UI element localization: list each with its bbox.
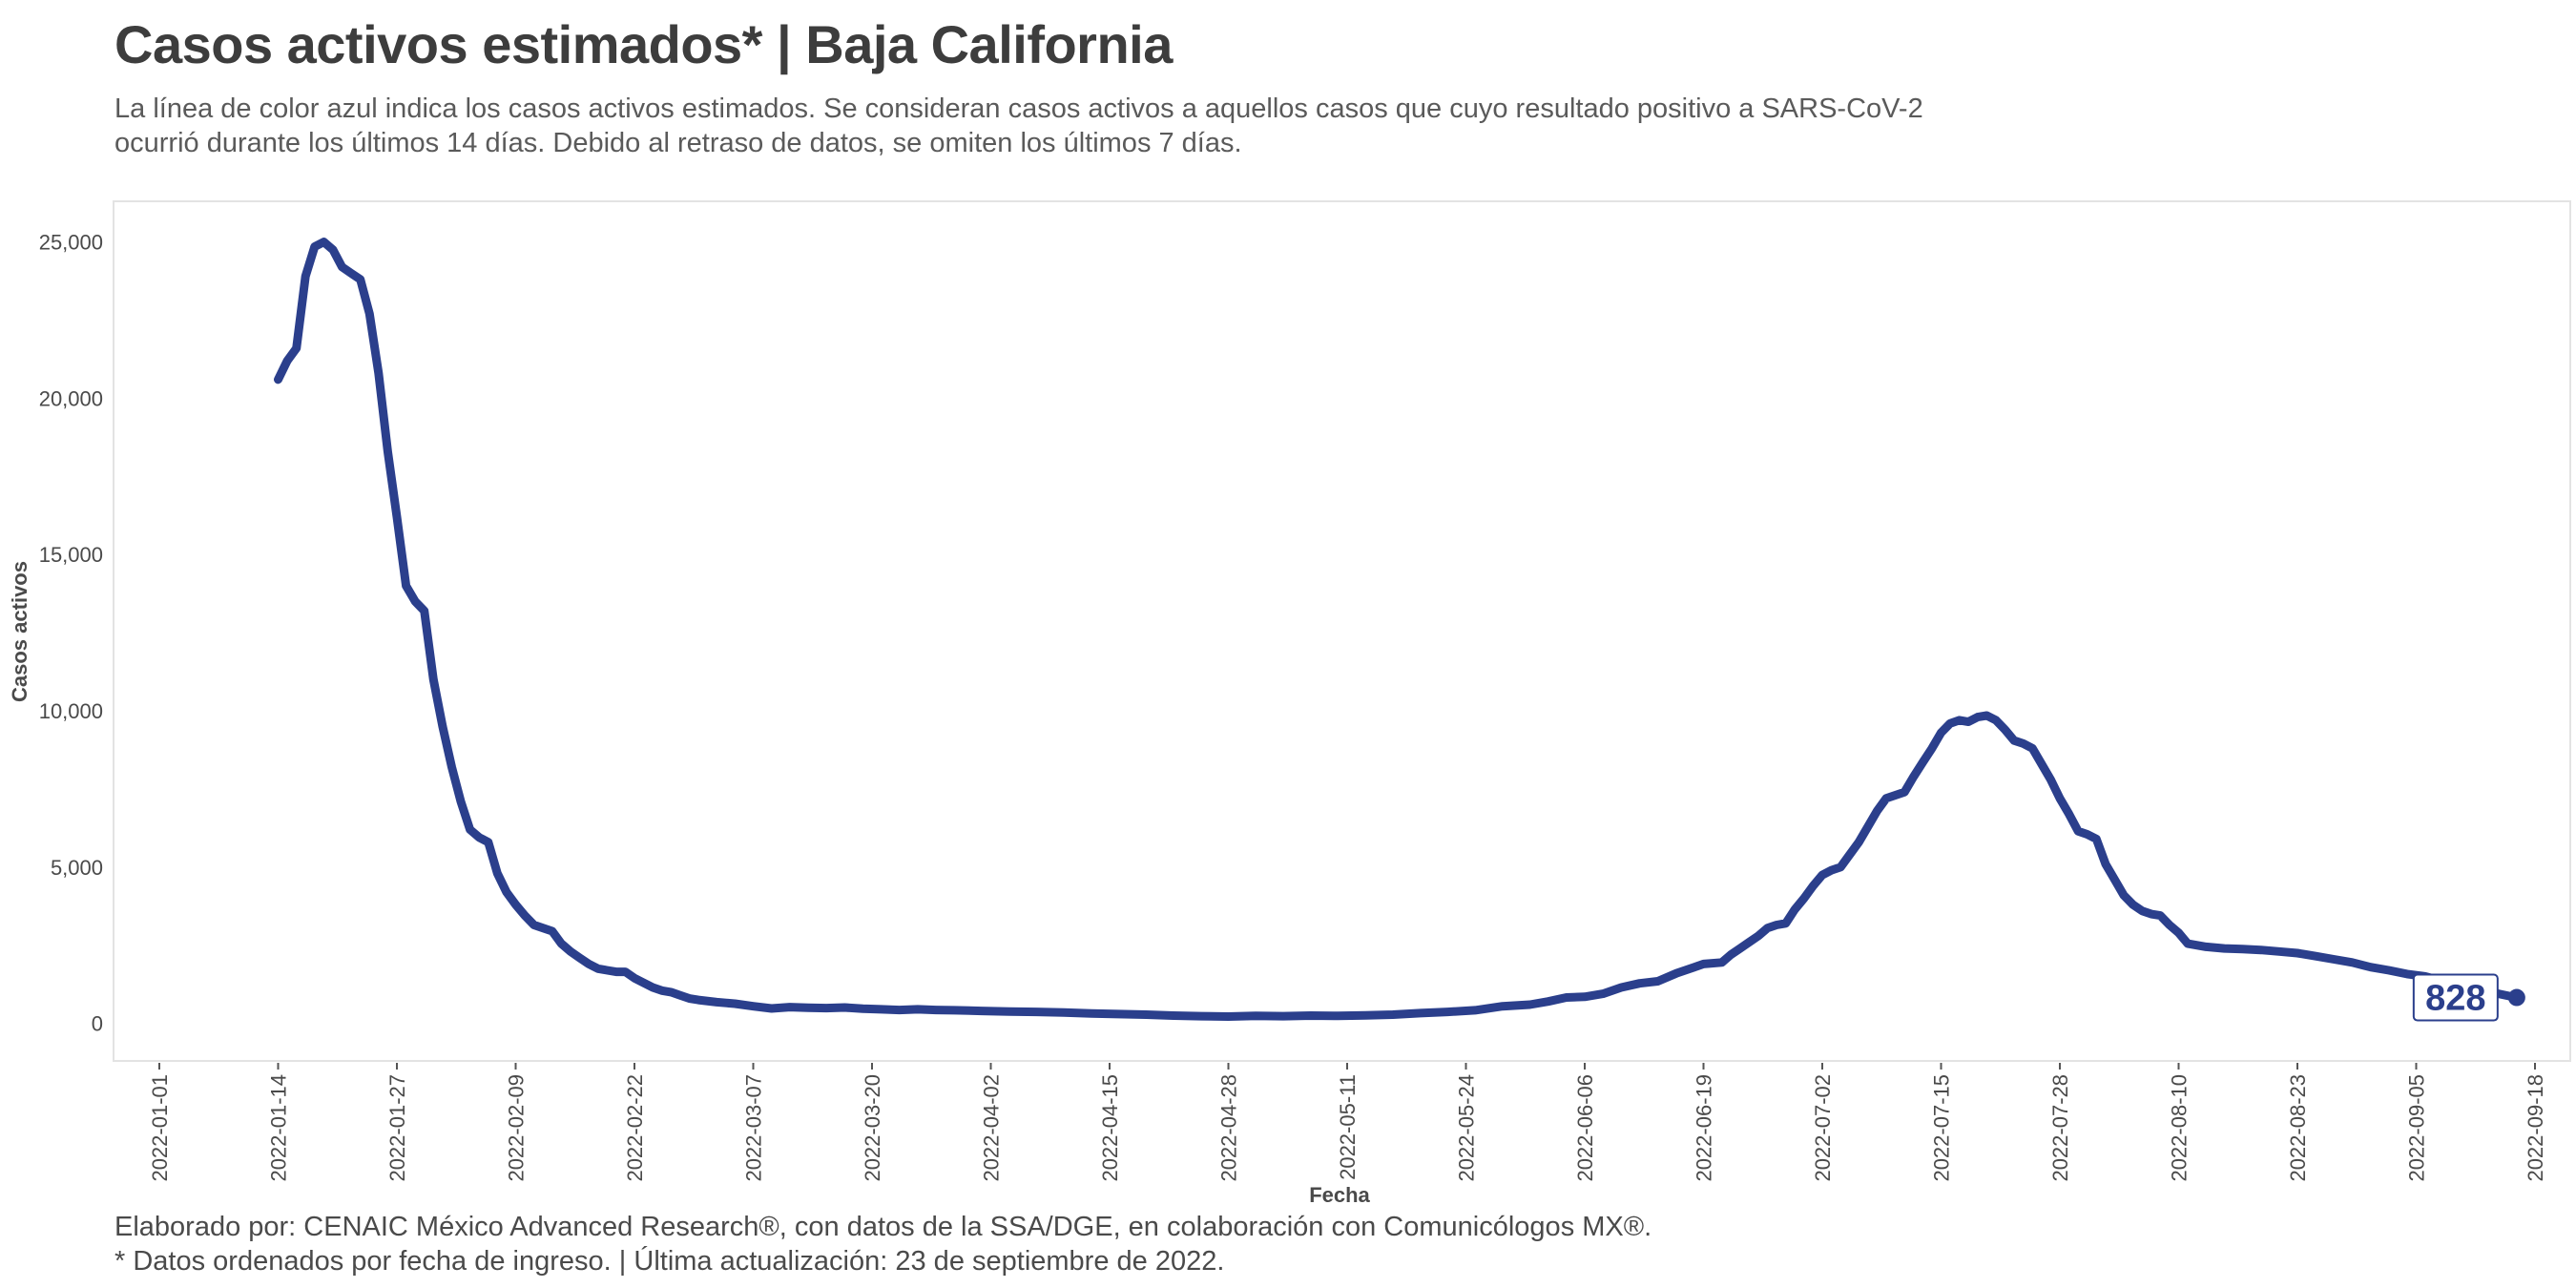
x-tick-label: 2022-01-27 bbox=[385, 1074, 409, 1182]
x-tick-label: 2022-01-01 bbox=[148, 1074, 172, 1182]
chart-title: Casos activos estimados* | Baja Californ… bbox=[114, 14, 1173, 74]
last-data-point bbox=[2507, 988, 2525, 1007]
y-axis: 0 5,000 10,000 15,000 20,000 25,000 bbox=[39, 231, 103, 1036]
series-line-active-cases bbox=[274, 238, 2522, 1021]
y-tick-label: 10,000 bbox=[39, 699, 103, 723]
footer-note: * Datos ordenados por fecha de ingreso. … bbox=[114, 1246, 1225, 1277]
x-tick-label: 2022-09-05 bbox=[2405, 1074, 2429, 1182]
y-tick-label: 5,000 bbox=[51, 856, 103, 880]
y-tick-label: 25,000 bbox=[39, 231, 103, 255]
last-value-text: 828 bbox=[2425, 979, 2485, 1019]
y-tick-label: 15,000 bbox=[39, 543, 103, 567]
x-tick-label: 2022-03-20 bbox=[861, 1074, 884, 1182]
x-tick-label: 2022-07-28 bbox=[2048, 1074, 2072, 1182]
x-tick-label: 2022-04-15 bbox=[1098, 1074, 1122, 1182]
x-tick-label: 2022-03-07 bbox=[742, 1074, 766, 1182]
x-tick-label: 2022-04-28 bbox=[1217, 1074, 1241, 1182]
x-tick-label: 2022-07-15 bbox=[1930, 1074, 1954, 1182]
plot-panel bbox=[113, 200, 2571, 1062]
x-tick-label: 2022-08-10 bbox=[2168, 1074, 2192, 1182]
x-tick-label: 2022-05-11 bbox=[1336, 1074, 1360, 1180]
x-tick-label: 2022-06-19 bbox=[1693, 1074, 1716, 1182]
x-tick-label: 2022-09-18 bbox=[2524, 1074, 2547, 1182]
y-axis-title: Casos activos bbox=[8, 561, 31, 702]
y-tick-label: 20,000 bbox=[39, 386, 103, 410]
y-tick-label: 0 bbox=[92, 1012, 103, 1036]
chart-subtitle: La línea de color azul indica los casos … bbox=[114, 93, 1923, 158]
x-tick-label: 2022-02-09 bbox=[505, 1074, 529, 1182]
last-value-label: 828 bbox=[2412, 973, 2499, 1022]
footer: Elaborado por: CENAIC México Advanced Re… bbox=[114, 1210, 1652, 1278]
x-tick-label: 2022-01-14 bbox=[267, 1074, 291, 1182]
x-tick-label: 2022-06-06 bbox=[1573, 1074, 1597, 1182]
x-tick-label: 2022-04-02 bbox=[980, 1074, 1004, 1182]
x-axis: 2022-01-01 2022-01-14 2022-01-27 2022-02-09… bbox=[148, 1063, 2547, 1182]
x-tick-label: 2022-07-02 bbox=[1811, 1074, 1835, 1182]
x-tick-label: 2022-05-24 bbox=[1455, 1074, 1479, 1182]
x-tick-label: 2022-08-23 bbox=[2286, 1074, 2310, 1182]
footer-credits: Elaborado por: CENAIC México Advanced Re… bbox=[114, 1212, 1652, 1242]
x-tick-label: 2022-02-22 bbox=[623, 1074, 647, 1182]
x-axis-title: Fecha bbox=[1309, 1183, 1370, 1207]
